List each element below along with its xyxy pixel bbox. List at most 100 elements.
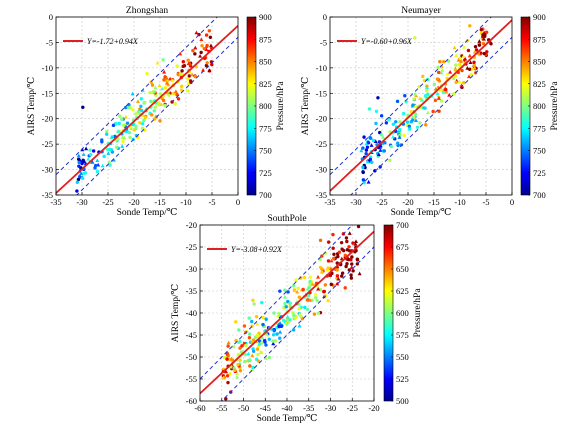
colorbar-tick-label: 900 [259, 12, 272, 22]
scatter-point [260, 335, 265, 340]
scatter-point [296, 286, 300, 291]
scatter-point [452, 76, 456, 81]
scatter-point [207, 68, 212, 73]
scatter-point [265, 332, 270, 337]
y-tick-label: -10 [316, 63, 327, 73]
scatter-point [351, 241, 355, 245]
scatter-point [181, 59, 186, 64]
x-tick-label: -35 [50, 197, 61, 207]
scatter-point [243, 359, 247, 364]
colorbar-tick-label: 600 [396, 308, 409, 318]
x-tick-label: -25 [102, 197, 113, 207]
scatter-point [444, 90, 448, 94]
scatter-point [240, 344, 244, 348]
colorbar-tick-label: 725 [533, 168, 546, 178]
scatter-point [395, 99, 400, 104]
scatter-point [194, 30, 199, 35]
scatter-point [282, 294, 287, 299]
scatter-point [474, 48, 479, 52]
scatter-point [81, 158, 85, 163]
y-tick-label: -5 [46, 37, 53, 47]
scatter-point [202, 46, 207, 51]
colorbar-tick-label: 875 [259, 34, 272, 44]
colorbar-tick-label: 550 [396, 352, 409, 362]
colorbar-tick-label: 800 [259, 101, 272, 111]
scatter-point [250, 367, 255, 371]
scatter-point [301, 287, 305, 292]
scatter-point [229, 356, 234, 361]
scatter-point [232, 365, 237, 370]
scatter-point [123, 105, 128, 110]
scatter-point [323, 251, 327, 255]
scatter-point [267, 355, 271, 360]
scatter-point [479, 51, 483, 55]
axes-frame [55, 16, 239, 196]
scatter-point [305, 298, 310, 302]
scatter-point [199, 37, 204, 42]
bound-line [76, 36, 238, 195]
scatter-point [394, 120, 398, 124]
scatter-point [426, 92, 430, 97]
panel-neumayer: -35 -30 -25 -20 -15 -10 -5 0 -35 -30 -25 -20 -15 -10 -… [301, 6, 560, 218]
scatter-point [127, 130, 132, 135]
scatter-point [328, 273, 333, 278]
scatter-point [432, 82, 437, 87]
scatter-point [91, 149, 96, 153]
scatter-point [200, 44, 204, 48]
y-tick-label: -5 [320, 37, 327, 47]
scatter-point [308, 279, 312, 284]
scatter-point [204, 33, 209, 37]
scatter-point [329, 258, 334, 263]
scatter-point [323, 283, 328, 287]
scatter-point [76, 157, 81, 161]
scatter-point [291, 283, 296, 288]
scatter-point [233, 368, 237, 373]
scatter-point [175, 64, 179, 68]
scatter-point [390, 134, 395, 139]
scatter-point [469, 72, 473, 77]
y-tick-label: -20 [186, 220, 197, 230]
scatter-point [120, 144, 125, 148]
scatter-point [226, 340, 231, 345]
scatter-point [278, 336, 282, 340]
scatter-point [315, 298, 319, 303]
scatter-point [297, 312, 302, 316]
y-tick-label: -20 [316, 114, 327, 124]
legend-label: Y=-3.08+0.92X [231, 245, 283, 254]
x-axis-label: Sonde Temp/℃ [117, 208, 178, 218]
colorbar-tick-label: 700 [259, 190, 272, 200]
scatter-point [387, 118, 391, 122]
scatter-point [335, 274, 340, 278]
scatter-point [100, 163, 105, 168]
scatter-point [365, 159, 370, 164]
scatter-point [199, 50, 203, 55]
bound-line [200, 225, 353, 380]
scatter-point [86, 156, 91, 161]
scatter-point [243, 352, 247, 357]
scatter-point [472, 63, 477, 68]
scatter-point [140, 108, 144, 113]
scatter-point [180, 69, 184, 73]
scatter-point [292, 288, 297, 293]
scatter-point [272, 329, 276, 333]
scatter-point [340, 247, 344, 251]
colorbar-tick-label: 900 [533, 12, 546, 22]
scatter-point [153, 105, 158, 109]
scatter-point [90, 160, 95, 164]
scatter-point [285, 314, 290, 319]
scatter-point [257, 342, 262, 347]
scatter-point [210, 62, 214, 67]
scatter-point [424, 123, 428, 127]
scatter-point [291, 328, 296, 332]
y-axis-label: AIRS Temp/℃ [301, 76, 311, 135]
scatter-point [436, 70, 441, 75]
scatter-point [313, 291, 318, 296]
scatter-point [337, 250, 342, 254]
colorbar-tick-label: 800 [533, 101, 546, 111]
scatter-point [81, 152, 86, 156]
scatter-point [412, 97, 416, 101]
scatter-point [162, 78, 166, 82]
scatter-point [116, 135, 121, 140]
scatter-point [161, 98, 166, 103]
colorbar-tick-label: 650 [396, 264, 409, 274]
